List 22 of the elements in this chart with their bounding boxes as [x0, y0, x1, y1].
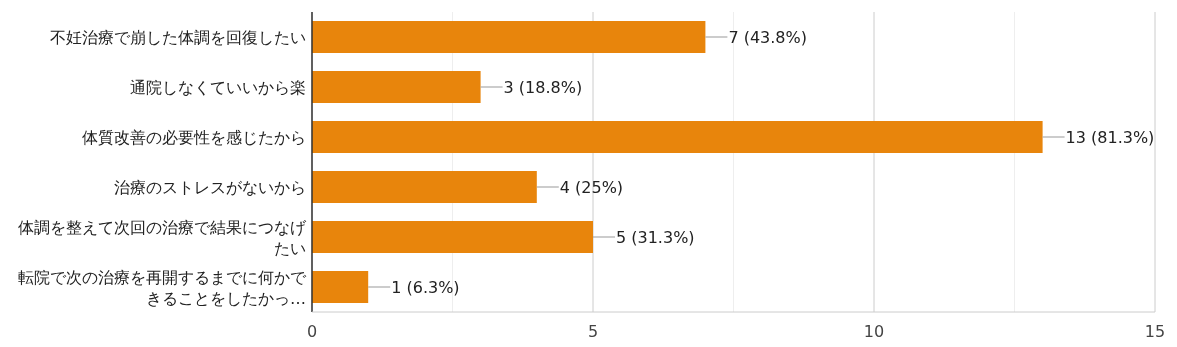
data-label: 3 (18.8%) — [503, 78, 583, 97]
x-tick-label: 10 — [863, 322, 885, 341]
y-tick-label: 転院で次の治療を再開するまでに何かできることをしたかっ… — [18, 267, 307, 308]
y-tick-label: 不妊治療で崩した体調を回復したい — [50, 28, 306, 47]
y-tick-label: 体調を整えて次回の治療で結果につなげたい — [18, 217, 307, 258]
data-label: 7 (43.8%) — [728, 28, 807, 47]
y-tick-label: 体質改善の必要性を感じたから — [82, 128, 306, 147]
data-label: 1 (6.3%) — [391, 278, 460, 297]
bar — [312, 71, 481, 103]
bar — [312, 271, 369, 303]
data-label: 13 (81.3%) — [1065, 128, 1155, 147]
bar — [312, 171, 537, 203]
bar — [312, 221, 593, 253]
data-label: 4 (25%) — [559, 178, 624, 197]
data-label: 5 (31.3%) — [616, 228, 695, 247]
y-tick-label: 治療のストレスがないから — [114, 178, 306, 197]
x-tick-label: 0 — [306, 322, 318, 341]
bar — [312, 21, 706, 53]
x-tick-label: 15 — [1144, 322, 1166, 341]
y-tick-label: 通院しなくていいから楽 — [130, 78, 306, 97]
x-tick-label: 5 — [587, 322, 599, 341]
bar — [312, 121, 1043, 153]
